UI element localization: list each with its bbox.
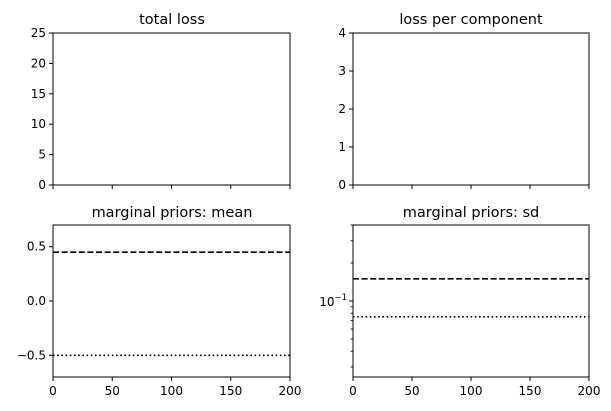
- y-tick-label-total-loss: 15: [31, 87, 46, 101]
- y-tick-label-loss-per-component: 0: [338, 178, 346, 192]
- axes-frame-loss-per-component: [352, 32, 590, 186]
- y-tick-label-marginal-priors-mean: 0.0: [27, 294, 46, 308]
- y-tick-label-total-loss: 10: [31, 117, 46, 131]
- y-tick-label-loss-per-component: 1: [338, 140, 346, 154]
- y-tick-label-loss-per-component: 3: [338, 64, 346, 78]
- y-tick-label-exponent: −1: [334, 293, 347, 303]
- panel-title-marginal-priors-mean: marginal priors: mean: [92, 205, 253, 221]
- y-tick-label-marginal-priors-mean: 0.5: [27, 240, 46, 254]
- y-tick-label-total-loss: 5: [38, 148, 46, 162]
- x-tick-label-marginal-priors-sd: 150: [519, 384, 542, 398]
- x-tick-label-marginal-priors-mean: 150: [219, 384, 242, 398]
- reference-lines-marginal-priors-mean: [53, 251, 290, 357]
- x-tick-label-marginal-priors-mean: 0: [49, 384, 57, 398]
- x-tick-label-marginal-priors-mean: 100: [160, 384, 183, 398]
- panel-loss-per-component: loss per component 0 1 2 3 4: [338, 12, 590, 192]
- y-tick-label-marginal-priors-mean: −0.5: [17, 348, 46, 362]
- x-tick-label-marginal-priors-sd: 100: [460, 384, 483, 398]
- y-tick-label-total-loss: 25: [31, 26, 46, 40]
- y-tick-label-loss-per-component: 2: [338, 102, 346, 116]
- y-tick-label-base: 10: [319, 295, 334, 309]
- panel-title-total-loss: total loss: [139, 12, 205, 28]
- axes-frame-marginal-priors-sd: [352, 224, 590, 378]
- y-tick-label-total-loss: 20: [31, 56, 46, 70]
- x-tick-label-marginal-priors-mean: 50: [105, 384, 120, 398]
- ticks-total-loss: 0 5 10 15 20 25: [31, 26, 291, 192]
- ticks-marginal-priors-sd: 0 50 100 150 200 10−1: [319, 224, 601, 398]
- reference-lines-marginal-priors-sd: [353, 277, 589, 318]
- x-tick-label-marginal-priors-sd: 50: [404, 384, 419, 398]
- ticks-marginal-priors-mean: 0 50 100 150 200 −0.5 0.0 0.5: [17, 240, 302, 398]
- ticks-loss-per-component: 0 1 2 3 4: [338, 26, 590, 192]
- x-tick-label-marginal-priors-sd: 0: [349, 384, 357, 398]
- axes-frame-marginal-priors-mean: [52, 224, 291, 378]
- x-tick-label-marginal-priors-sd: 200: [578, 384, 601, 398]
- panel-marginal-priors-mean: marginal priors: mean 0 50 100 150 200 −0.5 0.…: [17, 205, 302, 398]
- x-tick-label-marginal-priors-mean: 200: [279, 384, 302, 398]
- y-tick-label-total-loss: 0: [38, 178, 46, 192]
- panel-title-loss-per-component: loss per component: [399, 12, 543, 28]
- y-tick-label-loss-per-component: 4: [338, 26, 346, 40]
- panel-total-loss: total loss 0 5 10 15 20 25: [31, 12, 291, 192]
- axes-frame-total-loss: [52, 32, 291, 186]
- panel-title-marginal-priors-sd: marginal priors: sd: [403, 205, 540, 221]
- y-tick-label-marginal-priors-sd: 10−1: [319, 293, 347, 309]
- panel-marginal-priors-sd: marginal priors: sd 0 50 100 150 200 10−1: [319, 205, 600, 398]
